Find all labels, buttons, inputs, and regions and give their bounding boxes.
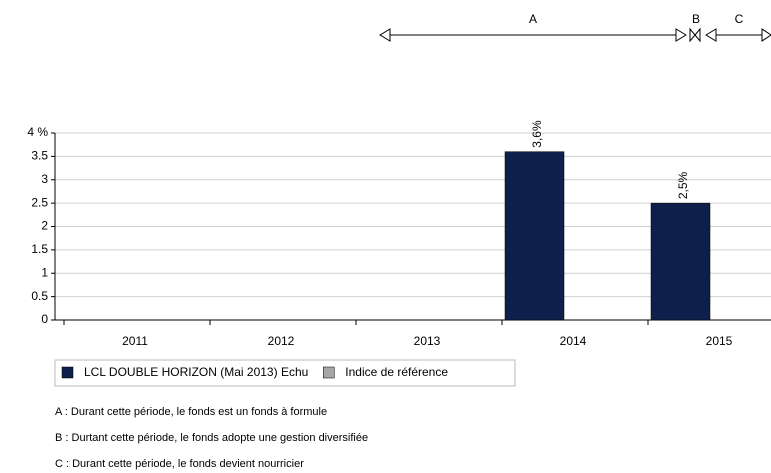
y-tick-label: 2 bbox=[41, 219, 48, 233]
y-tick-label: 0 bbox=[41, 312, 48, 326]
period-label: A bbox=[529, 12, 537, 26]
y-tick-label: 4 % bbox=[27, 125, 48, 139]
legend-label: LCL DOUBLE HORIZON (Mai 2013) Echu bbox=[84, 365, 308, 379]
note: B : Durtant cette période, le fonds adop… bbox=[55, 432, 368, 444]
y-tick-label: 0.5 bbox=[31, 289, 48, 303]
y-tick-label: 3.5 bbox=[31, 149, 48, 163]
y-tick-label: 2.5 bbox=[31, 195, 48, 209]
period-label: C bbox=[735, 12, 744, 26]
bar bbox=[504, 151, 565, 321]
bar bbox=[650, 202, 711, 321]
value-label: 3,6% bbox=[530, 120, 544, 148]
x-tick-label: 2013 bbox=[414, 334, 441, 348]
y-tick-label: 3 bbox=[41, 172, 48, 186]
x-tick-label: 2012 bbox=[268, 334, 295, 348]
period-arrows bbox=[379, 27, 771, 43]
note: A : Durant cette période, le fonds est u… bbox=[55, 406, 327, 418]
period-label: B bbox=[692, 12, 700, 26]
legend bbox=[54, 359, 516, 387]
legend-swatch bbox=[323, 366, 335, 379]
value-label: 2,5% bbox=[676, 171, 690, 199]
x-tick-label: 2014 bbox=[560, 334, 587, 348]
y-tick-label: 1 bbox=[41, 265, 48, 279]
y-tick-label: 1.5 bbox=[31, 242, 48, 256]
note: C : Durant cette période, le fonds devie… bbox=[55, 458, 304, 470]
x-tick-label: 2011 bbox=[122, 334, 148, 348]
legend-swatch bbox=[61, 366, 74, 379]
legend-label: Indice de référence bbox=[345, 365, 448, 379]
x-tick-label: 2015 bbox=[706, 334, 733, 348]
